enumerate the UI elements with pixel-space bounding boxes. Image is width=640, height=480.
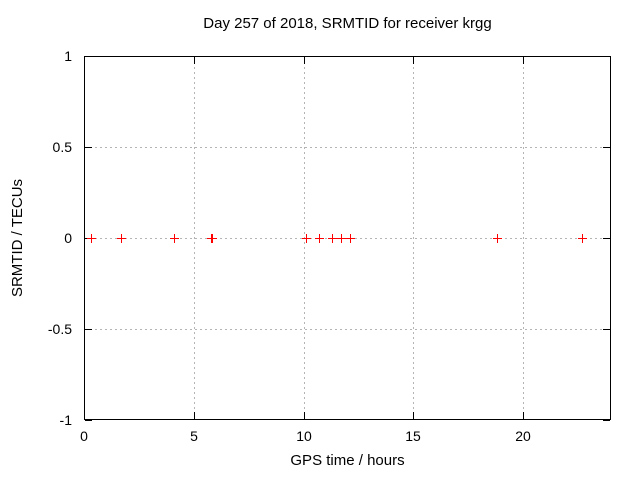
data-point-marker (91, 234, 92, 243)
gridline-horizontal (85, 329, 610, 330)
y-tick-right (603, 420, 610, 421)
data-point-marker (319, 234, 320, 243)
x-tick-bottom (194, 412, 195, 419)
data-point-marker (582, 234, 583, 243)
x-tick-bottom (84, 412, 85, 419)
plot-area (84, 56, 611, 420)
data-point-marker (341, 234, 342, 243)
x-tick-bottom (413, 412, 414, 419)
x-tick-top (194, 57, 195, 64)
x-tick-bottom (523, 412, 524, 419)
gridline-horizontal (85, 147, 610, 148)
x-tick-label: 0 (80, 428, 88, 444)
y-tick-label: -1 (59, 412, 72, 428)
x-tick-label: 5 (190, 428, 198, 444)
y-tick-label: -0.5 (47, 321, 72, 337)
data-point-marker (497, 234, 498, 243)
y-tick-right (603, 238, 610, 239)
y-tick-label: 1 (64, 48, 72, 64)
chart-title: Day 257 of 2018, SRMTID for receiver krg… (203, 15, 492, 32)
x-tick-label: 20 (515, 428, 531, 444)
y-tick-left (85, 420, 92, 421)
x-tick-top (413, 57, 414, 64)
y-tick-right (603, 56, 610, 57)
y-tick-right (603, 329, 610, 330)
x-tick-top (304, 57, 305, 64)
y-tick-left (85, 329, 92, 330)
data-point-marker (121, 234, 122, 243)
x-tick-label: 15 (405, 428, 421, 444)
x-tick-top (523, 57, 524, 64)
x-axis-label: GPS time / hours (290, 452, 405, 469)
y-tick-label: 0.5 (52, 139, 72, 155)
x-tick-bottom (304, 412, 305, 419)
x-tick-top (84, 57, 85, 64)
y-tick-left (85, 147, 92, 148)
data-point-marker (332, 234, 333, 243)
data-point-marker (212, 234, 213, 243)
data-point-marker (306, 234, 307, 243)
y-tick-label: 0 (64, 230, 72, 246)
x-tick-label: 10 (296, 428, 312, 444)
y-tick-right (603, 147, 610, 148)
y-tick-left (85, 56, 92, 57)
data-point-marker (174, 234, 175, 243)
data-point-marker (350, 234, 351, 243)
